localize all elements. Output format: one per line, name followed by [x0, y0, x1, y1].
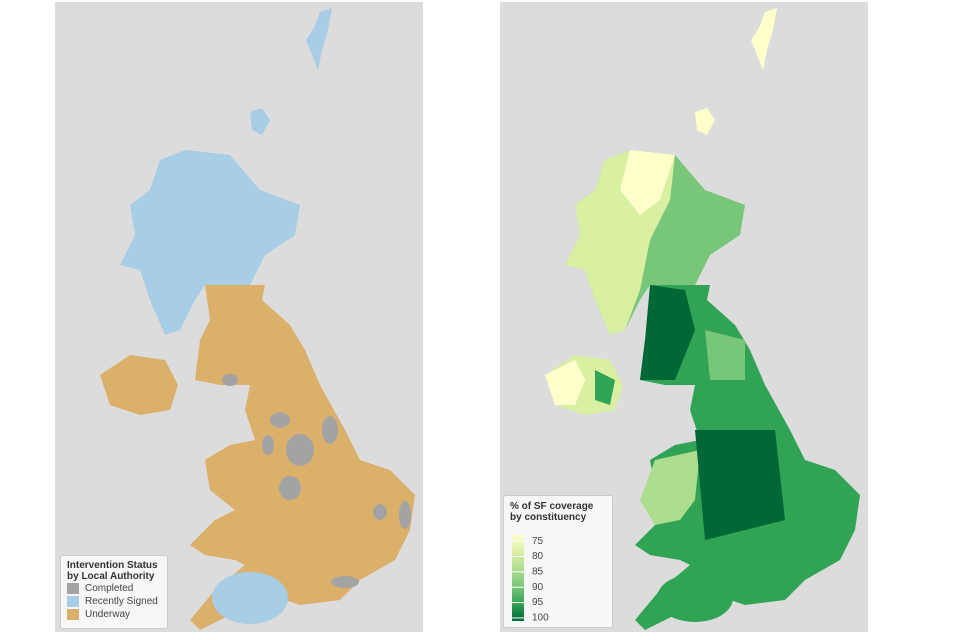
region	[640, 285, 695, 380]
region	[545, 360, 585, 405]
legend-swatch	[67, 609, 79, 620]
legend: % of SF coverage by constituency	[503, 495, 613, 628]
legend-label: Completed	[85, 583, 134, 594]
region	[212, 572, 288, 624]
legend-label: Recently Signed	[85, 596, 158, 607]
region	[399, 501, 411, 529]
legend-item: Completed	[67, 582, 161, 595]
region	[279, 476, 301, 500]
legend-label: Underway	[85, 609, 131, 620]
legend-swatch	[67, 583, 79, 594]
region	[705, 330, 745, 380]
legend-items: Completed Recently Signed Underway	[67, 582, 161, 621]
region	[286, 434, 314, 466]
region	[695, 430, 785, 540]
region	[795, 480, 850, 540]
region	[620, 150, 675, 215]
region	[640, 450, 700, 525]
region	[331, 576, 359, 588]
region	[222, 374, 238, 386]
legend-title: Intervention Status by Local Authority	[67, 560, 158, 582]
region	[373, 504, 387, 520]
region	[595, 370, 615, 405]
status-map	[100, 8, 415, 630]
legend-title: % of SF coverage by constituency	[510, 501, 594, 523]
region	[270, 412, 290, 428]
coverage-map	[545, 8, 860, 630]
legend-item: Underway	[67, 608, 161, 621]
region	[322, 416, 338, 444]
legend-swatch	[67, 596, 79, 607]
legend-item: Recently Signed	[67, 595, 161, 608]
legend: Intervention Status by Local Authority C…	[60, 555, 168, 629]
region	[262, 435, 274, 455]
region	[657, 574, 733, 622]
